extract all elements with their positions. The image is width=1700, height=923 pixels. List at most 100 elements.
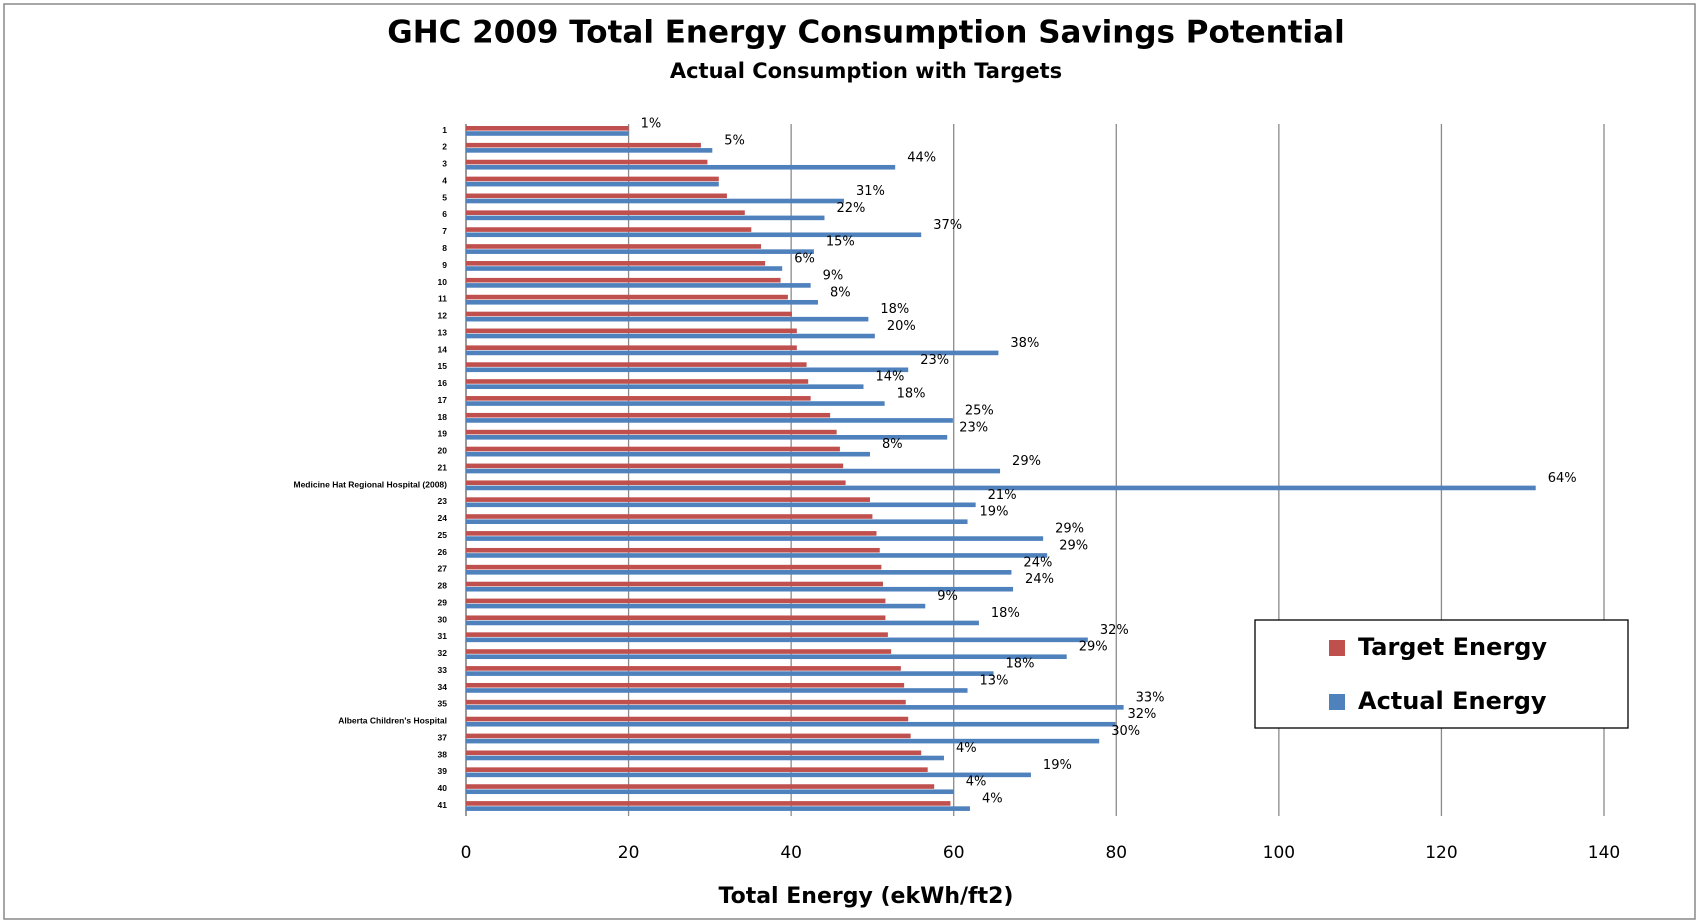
bar: [466, 485, 1536, 491]
y-tick-label: 26: [438, 547, 448, 557]
bar: [466, 705, 1124, 710]
savings-label: 20%: [887, 319, 916, 334]
savings-label: 18%: [880, 302, 909, 317]
y-tick-label: 27: [438, 564, 448, 574]
bar: [466, 468, 1001, 474]
bar: [466, 333, 875, 339]
bar: [466, 451, 870, 457]
savings-label: 25%: [965, 403, 994, 418]
bar: [466, 316, 869, 322]
savings-label: 4%: [956, 741, 977, 756]
bar: [466, 536, 1044, 541]
savings-label: 37%: [933, 218, 962, 233]
savings-label: 32%: [1127, 707, 1156, 722]
y-tick-label: 6: [442, 209, 447, 219]
bar: [466, 379, 809, 384]
savings-label: 1%: [641, 117, 662, 132]
bar: [466, 311, 792, 317]
bar: [466, 654, 1067, 660]
bar: [466, 126, 629, 131]
y-tick-label: 15: [438, 361, 448, 371]
bar: [466, 215, 825, 221]
savings-label: 19%: [980, 505, 1009, 520]
bar: [466, 396, 811, 401]
bar: [466, 531, 877, 536]
y-tick-label: 18: [438, 412, 448, 422]
y-tick-label: 23: [438, 496, 448, 506]
savings-label: 13%: [980, 673, 1009, 688]
chart-title: GHC 2009 Total Energy Consumption Saving…: [387, 15, 1344, 51]
bar: [466, 801, 951, 806]
y-tick-label: 13: [438, 327, 448, 337]
bar: [466, 806, 970, 811]
x-axis-label: Total Energy (ekWh/ft2): [719, 884, 1014, 909]
bar: [466, 148, 713, 153]
bar: [466, 519, 968, 524]
bar: [466, 620, 979, 626]
bar: [466, 564, 882, 570]
y-tick-label: 12: [438, 311, 448, 321]
bar: [466, 283, 811, 288]
bar: [466, 266, 783, 271]
y-tick-label: 21: [438, 462, 448, 472]
savings-label: 18%: [897, 387, 926, 402]
bar: [466, 412, 831, 418]
bar: [466, 244, 762, 249]
bar: [466, 446, 840, 452]
savings-label: 8%: [830, 285, 851, 300]
bar: [466, 547, 880, 553]
savings-label: 24%: [1025, 572, 1054, 587]
bar: [466, 637, 1088, 643]
bar: [466, 142, 701, 148]
savings-label: 24%: [1023, 555, 1052, 570]
y-tick-label: 3: [442, 159, 447, 169]
savings-label: 29%: [1012, 454, 1041, 469]
savings-label: 33%: [1136, 690, 1165, 705]
bar: [466, 181, 719, 187]
savings-label: 6%: [794, 252, 815, 267]
y-tick-label: 37: [438, 732, 448, 742]
x-tick-label: 80: [1105, 843, 1127, 863]
bar: [466, 721, 1116, 727]
bar: [466, 586, 1014, 592]
bar: [466, 480, 846, 486]
savings-label: 23%: [920, 353, 949, 368]
bar: [466, 362, 807, 367]
bar: [466, 750, 922, 756]
y-tick-label: 28: [438, 581, 448, 591]
savings-label: 5%: [724, 133, 745, 148]
savings-label: 29%: [1079, 640, 1108, 655]
bar: [466, 671, 994, 676]
y-tick-label: 9: [442, 260, 447, 270]
y-tick-label: 32: [438, 648, 448, 658]
y-tick-label: 10: [438, 277, 448, 287]
bar: [466, 299, 818, 305]
bar: [466, 345, 797, 351]
legend-swatch: [1329, 640, 1345, 656]
bar: [466, 755, 944, 761]
bar: [466, 615, 886, 621]
savings-label: 15%: [826, 235, 855, 250]
y-tick-label: 4: [442, 175, 447, 185]
savings-label: 14%: [875, 370, 904, 385]
x-tick-label: 20: [618, 843, 640, 863]
bar: [466, 294, 788, 300]
bar: [466, 328, 797, 334]
x-tick-label: 140: [1588, 843, 1620, 863]
y-tick-label: 33: [438, 665, 448, 675]
savings-label: 44%: [907, 150, 936, 165]
y-tick-label: 5: [442, 192, 447, 202]
x-tick-label: 120: [1425, 843, 1457, 863]
savings-label: 29%: [1055, 522, 1084, 537]
bar: [466, 570, 1012, 575]
bar: [466, 632, 888, 637]
x-tick-label: 0: [461, 843, 472, 863]
legend-label: Target Energy: [1358, 633, 1547, 661]
y-tick-label: 24: [438, 513, 448, 523]
y-tick-label: Medicine Hat Regional Hospital (2008): [293, 479, 447, 489]
bar: [466, 384, 864, 389]
y-tick-label: 17: [438, 395, 448, 405]
y-tick-label: 35: [438, 699, 448, 709]
bar: [466, 784, 935, 789]
bar: [466, 733, 911, 739]
